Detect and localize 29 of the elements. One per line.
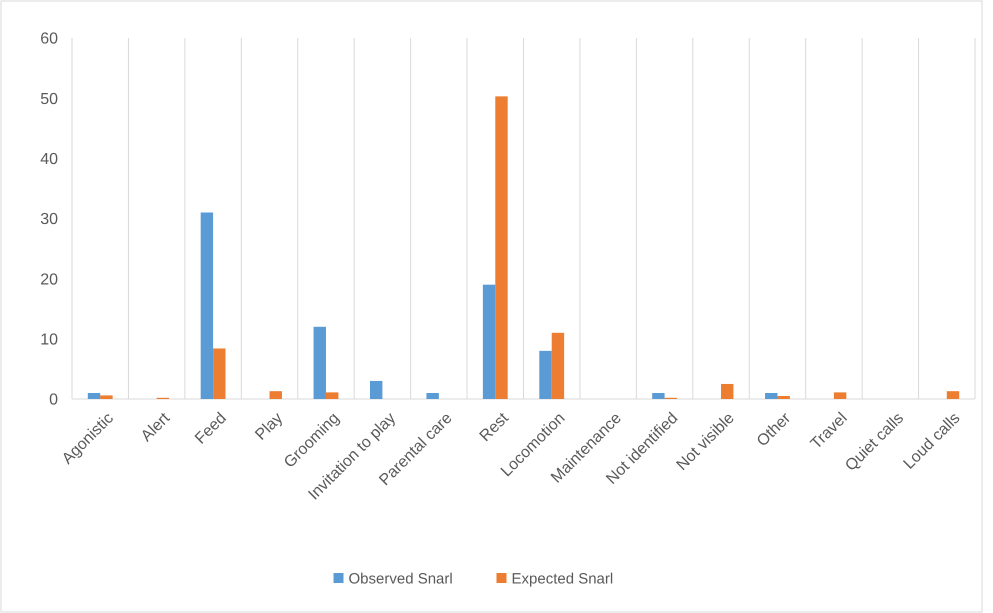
bar [200,212,214,399]
x-tick-label: Play [252,410,286,444]
bar [495,96,508,399]
bar [326,392,338,399]
bar [539,350,552,399]
bar [552,332,564,399]
bar [777,396,790,399]
y-tick-label: 30 [40,211,58,228]
bar [721,384,734,399]
bar [652,392,665,399]
bar [213,348,226,399]
bar [482,284,496,399]
y-tick-label: 40 [40,150,58,168]
bar [100,395,113,399]
y-tick-label: 50 [40,90,58,108]
bar [270,391,282,399]
y-tick-label: 0 [49,392,58,409]
y-tick-label: 10 [40,331,58,348]
y-tick-label: 60 [40,30,58,48]
bar [765,392,778,399]
bar [834,392,846,399]
legend-label: Expected Snarl [512,570,614,588]
bar [370,380,382,399]
y-tick-label: 20 [40,271,58,288]
bar [314,326,326,399]
bar [946,391,960,399]
bar [88,392,100,399]
bar [426,392,439,399]
legend-label: Observed Snarl [348,570,453,588]
